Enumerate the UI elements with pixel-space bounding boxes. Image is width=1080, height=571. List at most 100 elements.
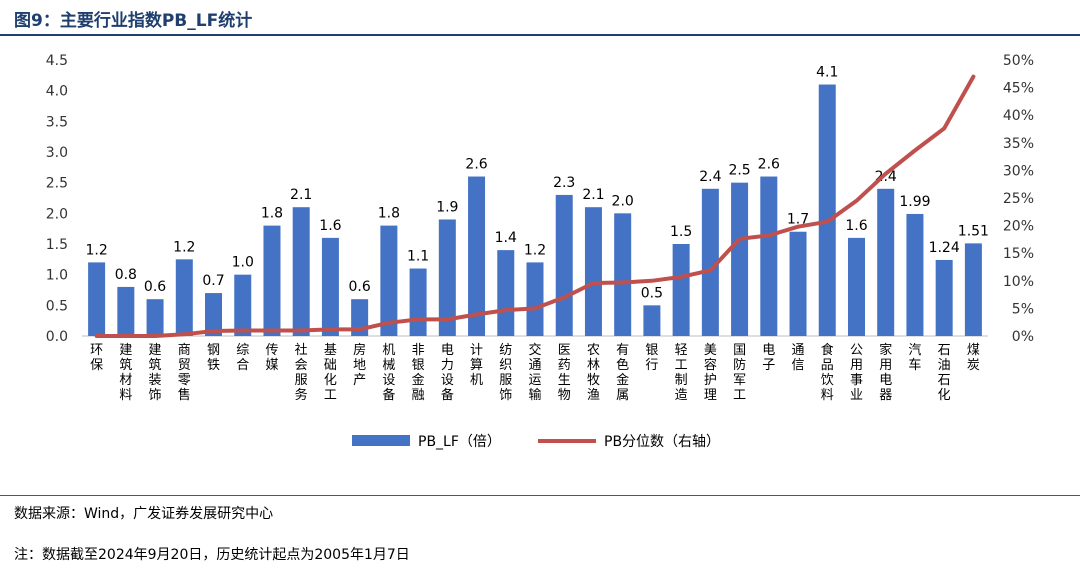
category-label: 建筑材料 — [119, 343, 132, 403]
footnote: 注：数据截至2024年9月20日，历史统计起点为2005年1月7日 — [14, 547, 410, 563]
right-tick-label: 20% — [1003, 219, 1034, 235]
bar-value-label: 1.0 — [232, 255, 254, 271]
bar-value-label: 2.0 — [612, 193, 634, 209]
bar — [497, 250, 515, 336]
bar-value-label: 1.99 — [899, 194, 930, 210]
left-tick-label: 3.0 — [46, 145, 68, 161]
category-label: 石油石化 — [938, 343, 951, 403]
bar — [877, 188, 895, 336]
bar — [175, 259, 193, 336]
category-label: 电力设备 — [441, 343, 454, 403]
data-source: 数据来源：Wind，广发证券发展研究中心 — [14, 506, 274, 522]
bar-series — [88, 84, 982, 337]
bar-value-label: 0.7 — [202, 273, 224, 289]
left-tick-label: 3.5 — [46, 114, 68, 130]
bar — [117, 286, 135, 336]
bar — [234, 274, 252, 336]
footer-divider — [0, 495, 1080, 496]
bar — [731, 182, 749, 336]
bar — [789, 231, 807, 336]
bar — [205, 293, 223, 336]
category-label: 建筑装饰 — [149, 343, 162, 403]
bar — [146, 299, 164, 336]
percentile-line — [94, 74, 976, 338]
right-tick-label: 30% — [1003, 163, 1034, 179]
bar-value-label: 2.6 — [758, 157, 780, 173]
bar-value-label: 1.9 — [436, 199, 458, 215]
category-label: 综合 — [236, 343, 249, 373]
category-label: 国防军工 — [733, 343, 746, 403]
left-tick-label: 2.0 — [46, 206, 68, 222]
bar-value-label: 2.4 — [699, 169, 721, 185]
left-axis: 0.0 0.5 1.0 1.5 2.0 2.5 3.0 3.5 4.0 4.5 — [46, 53, 68, 345]
legend-bar-swatch — [352, 435, 410, 446]
category-label: 美容护理 — [704, 343, 717, 403]
category-label: 计算机 — [470, 343, 483, 388]
right-tick-label: 0% — [1012, 329, 1034, 345]
left-tick-label: 2.5 — [46, 176, 68, 192]
category-label: 轻工制造 — [675, 343, 688, 403]
bar-value-label: 1.6 — [845, 218, 867, 234]
bar — [964, 243, 982, 336]
bar-value-label: 1.51 — [958, 223, 989, 239]
category-label: 食品饮料 — [821, 342, 834, 403]
category-label: 房地产 — [353, 342, 366, 388]
category-label: 有色金属 — [616, 343, 629, 403]
bar-value-label: 0.6 — [144, 279, 166, 295]
right-tick-label: 15% — [1003, 246, 1034, 262]
left-tick-label: 1.0 — [46, 268, 68, 284]
pb-chart: 0.0 0.5 1.0 1.5 2.0 2.5 3.0 3.5 4.0 4.5 0% 5% 10% 15… — [46, 53, 1034, 450]
bar-value-label: 1.4 — [495, 230, 517, 246]
category-label: 社会服务 — [295, 342, 308, 403]
bar-value-label: 1.6 — [319, 218, 341, 234]
right-tick-label: 40% — [1003, 108, 1034, 124]
category-label: 电子 — [762, 343, 775, 373]
category-label: 纺织服饰 — [499, 343, 512, 403]
category-label: 交通运输 — [528, 342, 541, 403]
category-label: 商贸零售 — [178, 343, 191, 403]
bar-value-label: 1.2 — [85, 242, 107, 258]
right-axis: 0% 5% 10% 15% 20% 25% 30% 35% 40% 45% 50% — [1003, 53, 1034, 345]
category-label: 环保 — [90, 343, 103, 373]
bar — [672, 244, 690, 336]
category-label: 通信 — [792, 343, 805, 373]
category-label: 农林牧渔 — [587, 343, 600, 403]
bar-value-label: 4.1 — [816, 65, 838, 81]
bar — [760, 176, 778, 336]
bar-value-label: 0.6 — [349, 279, 371, 295]
bar — [847, 237, 865, 336]
bar — [321, 237, 339, 336]
figure-title: 图9：主要行业指数PB_LF统计 — [14, 11, 253, 31]
left-tick-label: 1.5 — [46, 237, 68, 253]
legend-bar-label: PB_LF（倍） — [418, 434, 501, 450]
bar — [380, 225, 398, 336]
bar-data-labels: 1.2 0.8 0.6 1.2 0.7 1.0 1.8 2.1 1.6 0.6 1.8 1.1 1.9 2… — [85, 65, 988, 302]
bar — [468, 176, 486, 336]
bar — [555, 194, 573, 336]
legend: PB_LF（倍） PB分位数（右轴） — [352, 434, 720, 450]
bar-value-label: 1.24 — [929, 240, 960, 256]
bar — [526, 262, 544, 336]
bar — [935, 259, 953, 336]
bar-value-label: 1.1 — [407, 249, 429, 265]
category-label: 钢铁 — [207, 343, 220, 373]
category-label: 传媒 — [265, 343, 278, 373]
bar-value-label: 1.2 — [173, 239, 195, 255]
bar-value-label: 0.8 — [115, 267, 137, 283]
right-tick-label: 50% — [1003, 53, 1034, 69]
bar-value-label: 2.5 — [728, 163, 750, 179]
category-label: 非银金融 — [412, 343, 425, 403]
bar — [438, 219, 456, 336]
bar-value-label: 1.8 — [261, 206, 283, 222]
bar — [88, 262, 106, 336]
bar-value-label: 2.6 — [465, 157, 487, 173]
category-label: 公用事业 — [850, 343, 863, 403]
bar — [263, 225, 281, 336]
bar — [701, 188, 719, 336]
bar — [409, 268, 427, 336]
bar-value-label: 2.1 — [582, 187, 604, 203]
category-label: 银行 — [645, 343, 658, 373]
bar-value-label: 0.5 — [641, 285, 663, 301]
category-label: 机械设备 — [382, 343, 395, 403]
